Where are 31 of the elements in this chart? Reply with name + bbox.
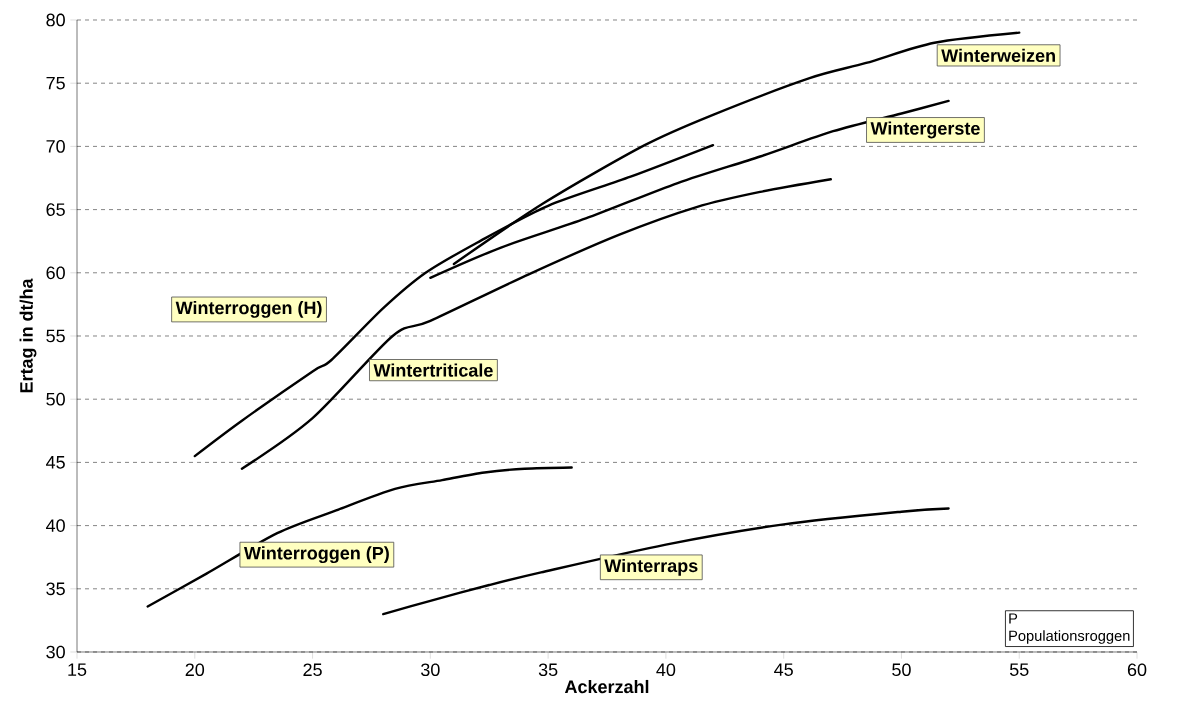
x-tick-label: 50 [892,663,911,677]
y-tick-label: 80 [46,13,65,27]
x-tick-label: 55 [1009,663,1029,676]
x-tick-label: 45 [774,663,793,676]
y-tick-label: 45 [46,456,65,469]
y-tick-label: 75 [46,76,65,90]
y-tick-label: 50 [46,392,65,406]
x-tick-label: 15 [68,663,87,676]
y-tick-label: 60 [46,266,65,280]
y-tick-label: 70 [46,140,65,153]
x-tick-label: 40 [656,663,676,677]
x-tick-label: 60 [1127,663,1147,677]
annotation: P Populationsroggen [1009,613,1130,644]
y-tick-label: 40 [46,519,65,532]
series-label: Wintertriticale [373,363,493,377]
series-label: Wintergerste [870,121,980,139]
x-tick-label: 35 [538,663,558,677]
y-axis-title: Ertag in dt/ha [19,278,37,393]
x-tick-label: 20 [185,663,205,677]
y-tick-label: 35 [46,582,65,596]
series-label: Winterraps [604,558,698,576]
line-series [146,466,573,608]
text: Winterroggen (H) [175,301,322,318]
y-tick-label: 65 [46,203,65,216]
x-axis-title: Ackerzahl [564,679,649,694]
series-label: Winterroggen (P) [243,546,389,564]
x-tick-label: 25 [303,663,322,677]
y-tick-label: 30 [46,645,65,659]
series-label: Winterweizen [941,48,1055,62]
x-tick-label: 30 [421,663,440,677]
y-tick-label: 55 [46,329,65,343]
